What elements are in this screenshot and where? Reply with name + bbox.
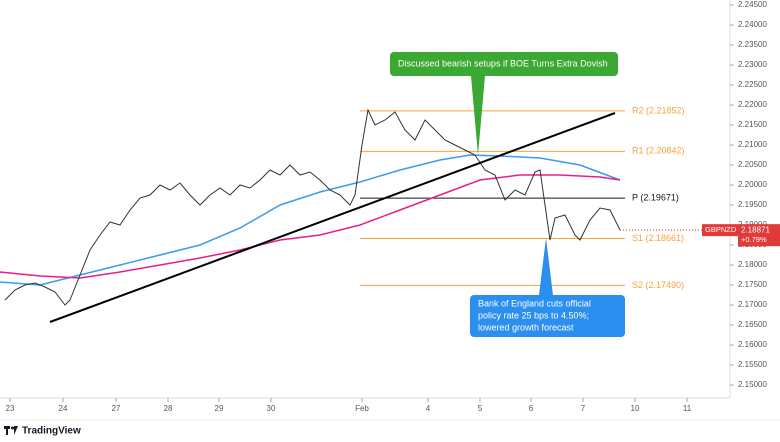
price-line (4, 108, 621, 306)
tv-logo (4, 426, 18, 435)
y-tick-label: 2.22000 (738, 100, 767, 109)
callout-box (470, 295, 625, 337)
y-tick-label: 2.15500 (738, 360, 767, 369)
y-tick-label: 2.16000 (738, 340, 767, 349)
pivot-label: S1 (2.18661) (632, 233, 684, 243)
trendline (49, 112, 616, 323)
x-tick-label: Feb (355, 404, 369, 413)
y-tick-label: 2.24500 (738, 0, 767, 9)
price-tag (738, 224, 780, 247)
callout-box (390, 52, 618, 76)
moving-average-fast (0, 154, 621, 286)
change-label: +0.79% (741, 235, 767, 244)
callout-text: policy rate 25 bps to 4.50%; (478, 310, 589, 320)
y-tick-label: 2.20500 (738, 160, 767, 169)
x-tick-label: 7 (581, 404, 586, 413)
x-tick-label: 24 (59, 404, 68, 413)
last-price-label: 2.18871 (741, 225, 770, 234)
callout-pointer (539, 238, 553, 295)
pivot-label: S2 (2.17490) (632, 280, 684, 290)
callout-text: Discussed bearish setups if BOE Turns Ex… (398, 58, 608, 68)
x-tick-label: 11 (683, 404, 692, 413)
x-tick-label: 28 (164, 404, 173, 413)
callout-text: Bank of England cuts official (478, 298, 591, 308)
x-tick-label: 5 (478, 404, 483, 413)
footer-brand: TradingView (22, 426, 81, 437)
y-tick-label: 2.23500 (738, 40, 767, 49)
x-tick-label: 6 (529, 404, 534, 413)
y-tick-label: 2.17000 (738, 300, 767, 309)
x-tick-label: 4 (426, 404, 431, 413)
x-tick-label: 29 (215, 404, 224, 413)
y-tick-label: 2.23000 (738, 60, 767, 69)
callout-pointer (471, 76, 485, 155)
y-tick-label: 2.18000 (738, 260, 767, 269)
x-tick-label: 23 (6, 404, 15, 413)
y-tick-label: 2.15000 (738, 380, 767, 389)
x-tick-label: 30 (267, 404, 276, 413)
pivot-label: P (2.19671) (632, 193, 679, 203)
y-tick-label: 2.24000 (738, 20, 767, 29)
y-tick-label: 2.21500 (738, 120, 767, 129)
symbol-tag (702, 224, 738, 237)
pivot-label: R2 (2.21852) (632, 105, 685, 115)
x-tick-label: 10 (631, 404, 640, 413)
y-tick-label: 2.21000 (738, 140, 767, 149)
callout-text: lowered growth forecast (478, 322, 574, 332)
symbol-label: GBPNZD (705, 225, 737, 234)
pivot-label: R1 (2.20842) (632, 146, 685, 156)
y-tick-label: 2.16500 (738, 320, 767, 329)
y-tick-label: 2.19500 (738, 200, 767, 209)
y-tick-label: 2.22500 (738, 80, 767, 89)
y-tick-label: 2.20000 (738, 180, 767, 189)
x-tick-label: 27 (112, 404, 121, 413)
y-tick-label: 2.17500 (738, 280, 767, 289)
